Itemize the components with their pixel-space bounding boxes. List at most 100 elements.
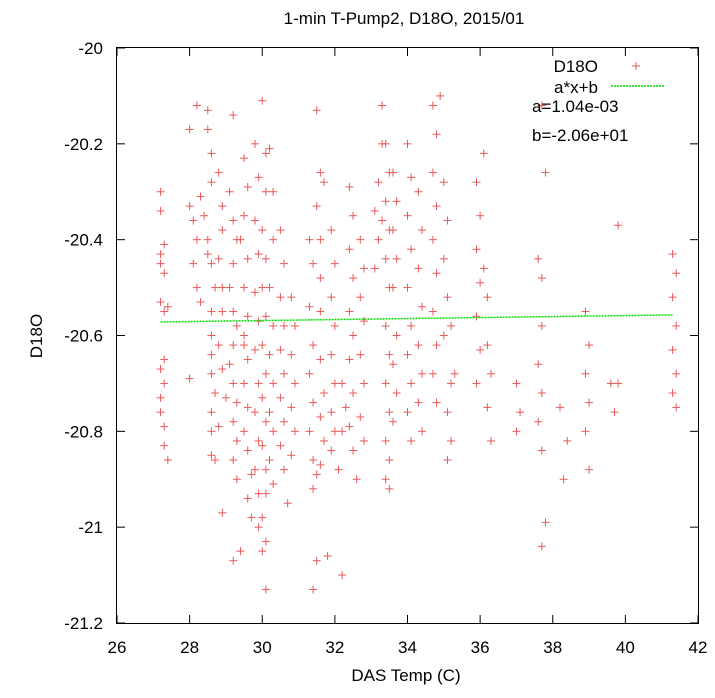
y-tick-label: -20.2 <box>64 135 103 154</box>
data-point <box>265 408 274 417</box>
data-point <box>265 456 274 465</box>
data-point <box>407 245 416 254</box>
data-point <box>330 259 339 268</box>
x-tick-label: 42 <box>689 638 708 657</box>
data-point <box>218 307 227 316</box>
data-point <box>385 484 394 493</box>
data-point <box>207 331 216 340</box>
data-point <box>428 235 437 244</box>
data-point <box>258 393 267 402</box>
data-point <box>537 101 546 110</box>
data-point <box>414 398 423 407</box>
data-point <box>309 585 318 594</box>
data-point <box>472 245 481 254</box>
data-point <box>385 408 394 417</box>
data-point <box>261 417 270 426</box>
data-point <box>185 125 194 134</box>
data-point <box>290 321 299 330</box>
data-point <box>349 389 358 397</box>
data-point <box>276 293 285 302</box>
data-point <box>439 178 448 187</box>
data-point <box>280 465 289 474</box>
data-point <box>483 341 492 350</box>
data-point <box>327 350 336 359</box>
data-point <box>280 369 289 378</box>
data-point <box>250 288 259 297</box>
data-point <box>214 168 223 177</box>
data-point <box>614 221 623 230</box>
data-point <box>443 216 452 225</box>
y-tick-label: -21 <box>78 518 103 537</box>
data-point <box>374 235 383 244</box>
fit-line <box>160 314 673 323</box>
data-point <box>537 542 546 551</box>
x-tick-label: 38 <box>543 638 562 657</box>
data-point <box>265 350 274 359</box>
data-point <box>229 341 238 350</box>
x-tick-label: 40 <box>616 638 635 657</box>
data-point <box>581 427 590 436</box>
data-point <box>240 211 249 220</box>
data-point <box>218 202 227 211</box>
data-point <box>330 427 339 436</box>
data-point <box>338 379 347 388</box>
data-point <box>200 211 209 220</box>
data-point <box>243 182 252 191</box>
data-point <box>290 379 299 388</box>
data-point <box>388 417 397 426</box>
data-point <box>443 408 452 417</box>
data-point <box>261 149 270 158</box>
data-point <box>192 101 201 110</box>
data-point <box>160 240 169 249</box>
data-point <box>160 307 169 316</box>
data-point <box>378 216 387 225</box>
data-point <box>359 436 368 445</box>
data-point <box>287 350 296 359</box>
data-point <box>668 389 677 397</box>
data-point <box>388 360 397 369</box>
data-point <box>668 293 677 302</box>
data-point <box>345 422 354 431</box>
data-point <box>327 293 336 302</box>
data-point <box>479 264 488 273</box>
legend-label-fit: a*x+b <box>554 78 598 97</box>
x-tick-label: 36 <box>471 638 490 657</box>
x-axis-label: DAS Temp (C) <box>351 666 460 685</box>
data-point <box>156 206 165 215</box>
data-point <box>229 259 238 268</box>
data-point <box>392 254 401 263</box>
data-point <box>330 321 339 330</box>
data-point <box>672 403 681 412</box>
data-point <box>276 393 285 402</box>
data-point <box>156 250 165 259</box>
data-point <box>305 427 314 436</box>
data-point <box>472 312 481 321</box>
data-point <box>276 441 285 450</box>
data-point <box>418 427 427 436</box>
data-point <box>232 321 241 330</box>
data-point <box>185 374 194 383</box>
data-point <box>479 149 488 158</box>
fit-line-layer <box>160 314 673 323</box>
data-point <box>312 556 321 565</box>
data-point <box>319 389 328 397</box>
y-axis-label: D18O <box>27 314 46 358</box>
data-point <box>254 523 263 532</box>
data-point <box>258 226 267 235</box>
data-point <box>156 393 165 402</box>
data-point <box>269 480 278 489</box>
data-point <box>534 360 543 369</box>
data-point <box>359 317 368 326</box>
data-point <box>403 350 412 359</box>
data-point <box>414 187 423 196</box>
data-point <box>265 144 274 153</box>
data-point <box>418 226 427 235</box>
data-point <box>345 355 354 364</box>
data-point <box>327 408 336 417</box>
data-point <box>392 389 401 397</box>
data-point <box>309 456 318 465</box>
data-point <box>327 226 336 235</box>
data-point <box>225 360 234 369</box>
data-point <box>258 341 267 350</box>
data-point <box>610 408 619 417</box>
